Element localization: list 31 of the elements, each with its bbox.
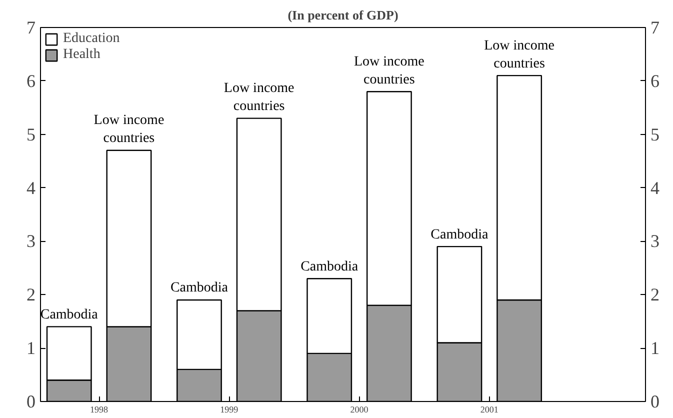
- annotation: Cambodia: [170, 280, 229, 296]
- annotation: Low income countries: [224, 81, 294, 114]
- y-tick-label: 3: [26, 231, 36, 252]
- y-tick-label: 7: [26, 18, 36, 38]
- y2-tick-label: 5: [650, 124, 660, 144]
- x-tick-label: 2000: [350, 404, 369, 414]
- y-tick-label: 2: [26, 284, 36, 305]
- y2-tick-label: 2: [650, 284, 660, 305]
- y2-tick-label: 7: [650, 18, 660, 38]
- annotation: Cambodia: [40, 307, 99, 322]
- annotation: Cambodia: [300, 259, 359, 274]
- y-tick-label: 5: [26, 124, 36, 144]
- annotation: Low income countries: [484, 38, 554, 72]
- y2-tick-label: 6: [650, 70, 660, 91]
- y2-tick-label: 1: [650, 338, 660, 358]
- legend-label: Health: [63, 47, 100, 63]
- x-tick-label: 2001: [480, 404, 498, 414]
- y-tick-label: 0: [26, 392, 36, 412]
- annotation: Low income countries: [94, 113, 164, 146]
- chart-title: (In percent of GDP): [288, 8, 398, 22]
- legend-label: Education: [63, 31, 120, 47]
- y-tick-label: 4: [26, 178, 36, 198]
- y2-tick-label: 4: [650, 178, 660, 198]
- x-tick-label: 1999: [220, 404, 239, 414]
- annotation: Low income countries: [354, 54, 424, 88]
- y-tick-label: 1: [26, 338, 36, 358]
- y2-tick-label: 0: [650, 392, 660, 412]
- y2-tick-label: 3: [650, 231, 660, 252]
- annotation: Cambodia: [430, 227, 490, 242]
- x-tick-label: 1998: [90, 404, 109, 414]
- y-tick-label: 6: [26, 70, 36, 91]
